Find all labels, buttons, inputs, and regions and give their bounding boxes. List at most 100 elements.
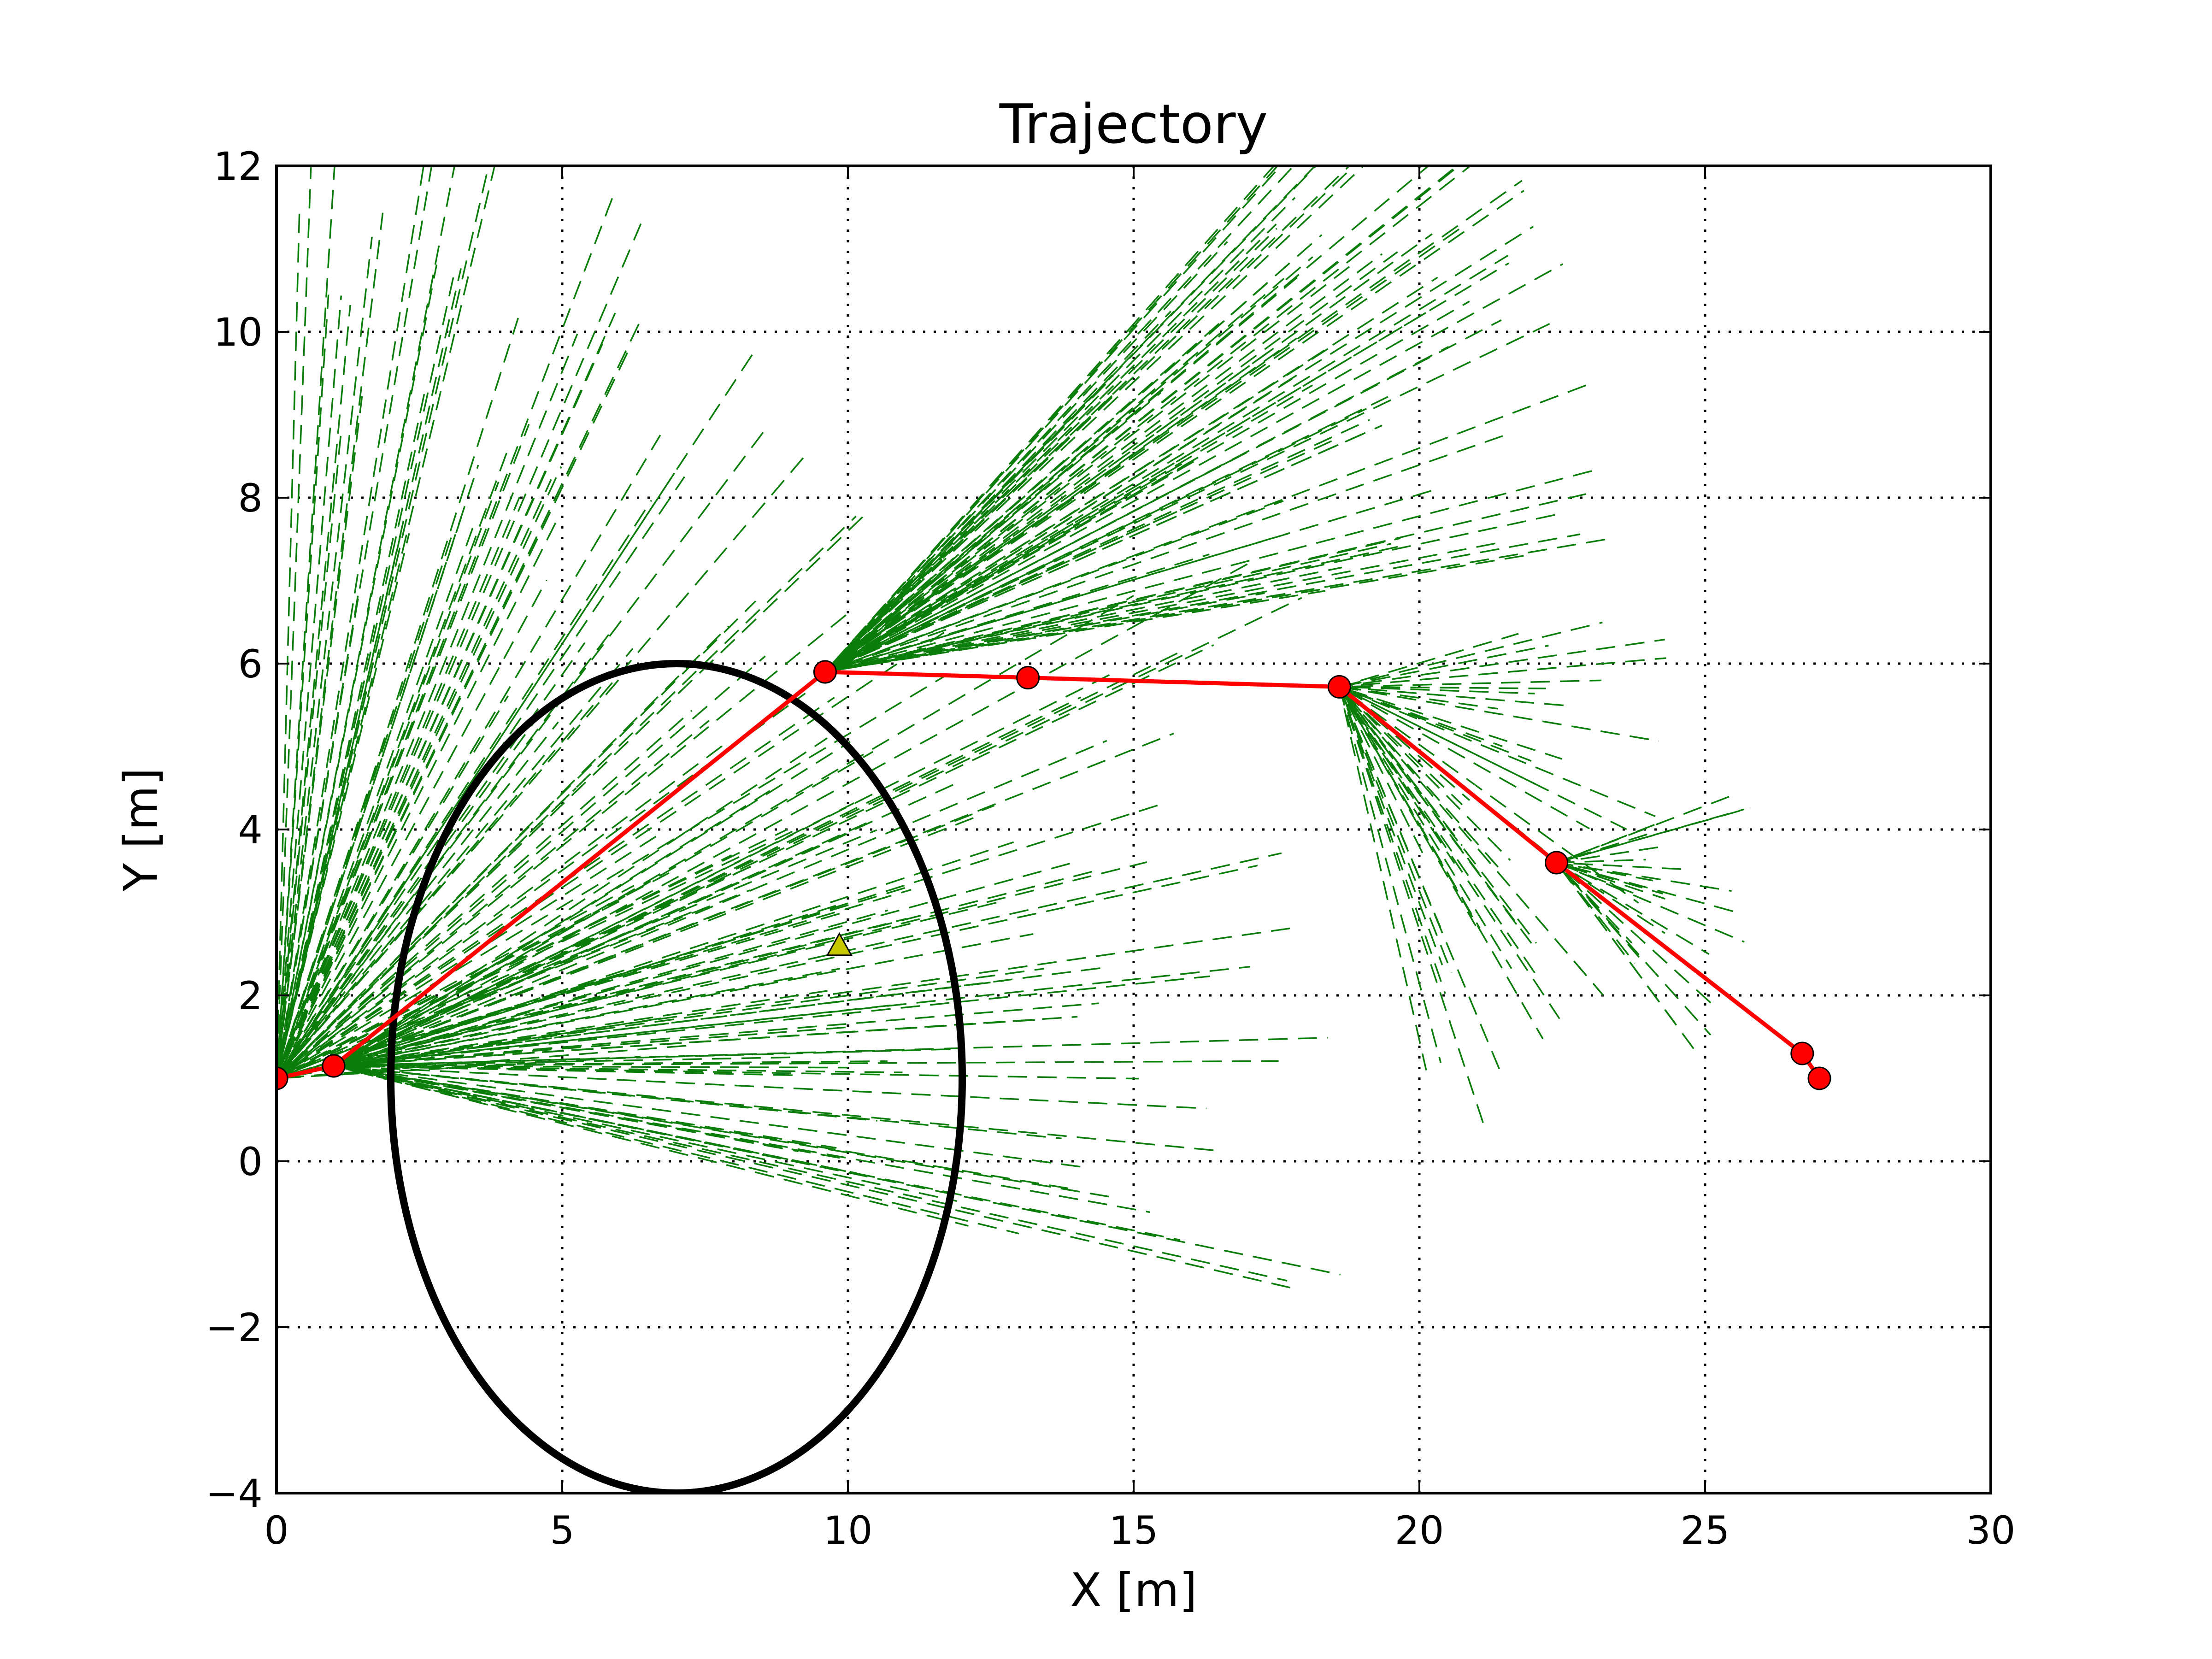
y-tick-label: 6 bbox=[238, 641, 263, 687]
sample-trajectory bbox=[1556, 846, 1659, 864]
sample-trajectory bbox=[1338, 686, 1487, 1132]
sample-trajectory bbox=[276, 648, 634, 1079]
sample-trajectory bbox=[276, 526, 474, 1079]
y-tick-label: 8 bbox=[238, 476, 263, 521]
sample-trajectory bbox=[824, 378, 1293, 673]
sample-trajectory bbox=[824, 376, 1114, 673]
sample-trajectory bbox=[1339, 645, 1549, 688]
sample-trajectory bbox=[276, 305, 351, 1079]
sample-trajectory bbox=[333, 965, 1251, 1067]
sample-trajectory bbox=[824, 323, 1550, 673]
sample-trajectory bbox=[276, 166, 424, 1079]
path-waypoint bbox=[1790, 1041, 1814, 1065]
y-tick-label: 12 bbox=[213, 144, 263, 189]
sample-trajectory bbox=[824, 253, 1383, 673]
sample-trajectory bbox=[276, 629, 613, 1079]
sample-trajectory bbox=[276, 512, 868, 1079]
sample-trajectory bbox=[333, 737, 828, 1067]
sample-trajectory bbox=[276, 396, 363, 1079]
sample-trajectory bbox=[333, 1056, 796, 1067]
sample-trajectory bbox=[276, 435, 661, 1079]
sample-trajectory bbox=[276, 223, 642, 1079]
sample-trajectory bbox=[333, 1065, 1291, 1289]
sample-trajectory bbox=[1338, 686, 1441, 928]
sample-trajectory bbox=[824, 224, 1466, 673]
sample-trajectory bbox=[333, 597, 1302, 1067]
sample-trajectory bbox=[1339, 621, 1603, 688]
sample-trajectory bbox=[276, 676, 944, 1079]
sample-trajectory bbox=[333, 560, 1253, 1067]
sample-trajectory bbox=[824, 241, 1228, 673]
sample-trajectory bbox=[824, 408, 1367, 673]
sample-trajectory bbox=[333, 1016, 1078, 1067]
path-waypoint bbox=[276, 1066, 288, 1090]
x-tick-label: 20 bbox=[1395, 1508, 1444, 1553]
sample-trajectory bbox=[1338, 686, 1442, 1063]
sample-trajectory bbox=[333, 990, 828, 1067]
sample-trajectory bbox=[276, 166, 335, 1079]
sample-trajectory bbox=[276, 466, 562, 1079]
chart-title: Trajectory bbox=[999, 92, 1268, 156]
sample-trajectory bbox=[1339, 686, 1537, 944]
sample-trajectory bbox=[333, 968, 841, 1067]
x-tick-label: 15 bbox=[1109, 1508, 1159, 1553]
goal-triangle-marker bbox=[826, 932, 853, 956]
sample-trajectory bbox=[276, 268, 462, 1079]
obstacle-ellipse bbox=[387, 660, 966, 1493]
sample-trajectory bbox=[824, 166, 1318, 673]
sample-trajectory bbox=[1339, 657, 1666, 688]
sample-trajectory bbox=[276, 885, 635, 1079]
sample-trajectory bbox=[1339, 686, 1498, 710]
sample-trajectory bbox=[276, 212, 384, 1079]
sample-trajectory bbox=[333, 933, 1034, 1067]
sample-trajectory bbox=[333, 790, 771, 1067]
sample-trajectory bbox=[276, 294, 329, 1079]
sample-trajectory bbox=[276, 1044, 690, 1079]
sample-trajectory bbox=[276, 472, 675, 1079]
sample-trajectory bbox=[1339, 686, 1504, 873]
sample-trajectory bbox=[333, 1065, 848, 1069]
sample-trajectory bbox=[1338, 686, 1481, 929]
sample-trajectory bbox=[1339, 686, 1639, 904]
sample-trajectory bbox=[276, 318, 519, 1079]
sample-trajectory bbox=[333, 805, 995, 1067]
sample-trajectory bbox=[1556, 862, 1719, 1010]
y-tick-label: 10 bbox=[213, 310, 263, 355]
path-waypoint bbox=[1327, 675, 1351, 699]
sample-trajectory bbox=[824, 166, 1295, 673]
sample-trajectory bbox=[276, 264, 438, 1079]
path-line bbox=[276, 670, 1821, 1081]
sample-trajectory bbox=[825, 537, 1401, 673]
sample-trajectory bbox=[824, 382, 1593, 673]
sample-trajectory bbox=[276, 236, 373, 1079]
y-tick-label: −4 bbox=[206, 1471, 263, 1516]
sample-trajectory bbox=[333, 1065, 857, 1174]
sample-trajectory bbox=[276, 720, 710, 1079]
sample-trajectory bbox=[276, 520, 558, 1079]
sample-trajectory bbox=[824, 470, 1593, 673]
sample-trajectory bbox=[824, 224, 1277, 673]
sample-trajectory bbox=[333, 1048, 955, 1067]
sample-trajectory bbox=[824, 490, 1432, 673]
sample-trajectory bbox=[276, 500, 653, 1079]
sample-trajectory bbox=[333, 869, 1100, 1067]
sample-trajectory bbox=[333, 802, 855, 1067]
sample-trajectory bbox=[1556, 862, 1682, 870]
sample-trajectory bbox=[276, 612, 850, 1079]
sample-trajectory bbox=[333, 1003, 902, 1067]
sample-trajectory bbox=[825, 543, 1392, 673]
sample-trajectory bbox=[824, 197, 1296, 673]
sample-trajectory bbox=[276, 350, 629, 1079]
sample-trajectory bbox=[276, 429, 766, 1079]
sample-trajectory bbox=[333, 1065, 969, 1227]
sample-trajectory bbox=[1338, 687, 1427, 1071]
sample-trajectory bbox=[824, 166, 1459, 673]
sample-trajectory bbox=[824, 276, 1298, 673]
sample-trajectory bbox=[333, 852, 1282, 1067]
sample-trajectory bbox=[276, 579, 547, 1079]
sample-trajectory bbox=[1338, 686, 1502, 1074]
x-tick-label: 5 bbox=[550, 1508, 574, 1553]
x-tick-label: 25 bbox=[1681, 1508, 1730, 1553]
sample-trajectory bbox=[276, 166, 490, 1079]
sample-trajectory bbox=[276, 312, 616, 1079]
